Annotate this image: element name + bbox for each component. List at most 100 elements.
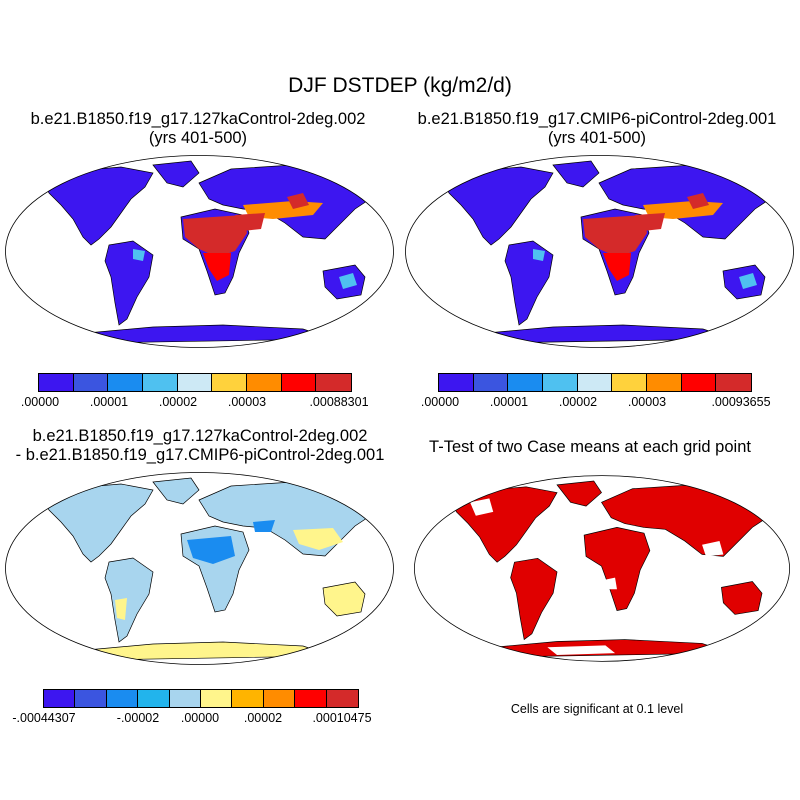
colorbar-case1-label-0: .00000 (20, 395, 60, 409)
map1-greenland (152, 160, 200, 188)
colorbar-case2-swatch-2 (508, 374, 543, 391)
panel-case2-title: b.e21.B1850.f19_g17.CMIP6-piControl-2deg… (418, 110, 777, 148)
main-title: DJF DSTDEP (kg/m2/d) (288, 74, 512, 97)
colorbar-difference-swatch-4 (169, 690, 201, 707)
colorbar-case1-swatch-2 (108, 374, 143, 391)
colorbar-case1-swatch-0 (39, 374, 74, 391)
map2-overlay-0 (583, 215, 647, 257)
colorbar-case1-label-2: .00002 (158, 395, 198, 409)
colorbar-case1-label-1: .00001 (89, 395, 129, 409)
map4-namerica (450, 486, 558, 563)
colorbar-case1-swatch-4 (177, 374, 213, 391)
map-difference (5, 472, 394, 665)
colorbar-difference-swatch-5 (200, 690, 233, 707)
map3-australia (322, 581, 366, 617)
colorbar-case2-label-3: .00003 (627, 395, 667, 409)
colorbar-case1 (38, 373, 352, 392)
colorbar-difference-swatch-7 (263, 690, 296, 707)
panel-case1-title-line1: b.e21.B1850.f19_g17.127kaControl-2deg.00… (30, 110, 366, 128)
colorbar-difference-swatch-0 (44, 690, 76, 707)
map1-overlay-5 (133, 249, 145, 261)
map2-overlay-1 (603, 253, 631, 281)
map4-outline (414, 475, 790, 662)
colorbar-case2-swatch-4 (577, 374, 613, 391)
map2-overlay-6 (739, 273, 757, 289)
map4-greenland (556, 480, 602, 507)
colorbar-case1-swatch-1 (73, 374, 109, 391)
map1-overlay-4 (287, 193, 309, 209)
colorbar-difference-swatch-2 (106, 690, 139, 707)
panel-case1-title-line2: (yrs 401-500) (148, 129, 248, 147)
map4-australia (721, 581, 763, 615)
map4-africa (583, 527, 651, 611)
colorbar-case1-swatch-3 (142, 374, 178, 391)
colorbar-difference (43, 689, 359, 708)
colorbar-difference-label-4: .00010475 (312, 711, 372, 725)
significance-note: Cells are significant at 0.1 level (510, 702, 684, 716)
panel-case2-title-line1: b.e21.B1850.f19_g17.CMIP6-piControl-2deg… (417, 110, 777, 128)
colorbar-case1-label-3: .00003 (227, 395, 267, 409)
map4-overlay-1 (702, 540, 724, 557)
map3-overlay-0 (187, 536, 235, 564)
colorbar-case2-swatch-8 (716, 374, 751, 391)
colorbar-case2-swatch-0 (439, 374, 474, 391)
panel-ttest-title: T-Test of two Case means at each grid po… (429, 438, 751, 456)
colorbar-case2-swatch-5 (612, 374, 647, 391)
colorbar-difference-swatch-8 (295, 690, 327, 707)
colorbar-difference-label-1: -.00002 (116, 711, 160, 725)
panel-case1-title: b.e21.B1850.f19_g17.127kaControl-2deg.00… (31, 110, 366, 148)
colorbar-difference-swatch-3 (138, 690, 170, 707)
colorbar-difference-label-2: .00000 (180, 711, 220, 725)
colorbar-case2-swatch-1 (473, 374, 509, 391)
panel-difference-title-line1: b.e21.B1850.f19_g17.127kaControl-2deg.00… (32, 427, 368, 445)
colorbar-difference-label-0: -.00044307 (12, 711, 76, 725)
map2-outline (405, 155, 794, 348)
map-case1 (5, 155, 394, 348)
map1-namerica (42, 166, 154, 246)
map3-overlay-1 (253, 520, 275, 532)
map1-overlay-6 (339, 273, 357, 289)
map3-overlay-3 (115, 598, 127, 620)
colorbar-case1-swatch-7 (281, 374, 317, 391)
colorbar-difference-swatch-1 (75, 690, 107, 707)
map2-overlay-4 (687, 193, 709, 209)
panel-difference-title-line2: - b.e21.B1850.f19_g17.CMIP6-piControl-2d… (15, 446, 385, 464)
colorbar-case2-label-1: .00001 (489, 395, 529, 409)
colorbar-case1-swatch-6 (246, 374, 282, 391)
map1-land (42, 160, 388, 344)
colorbar-difference-swatch-9 (326, 690, 358, 707)
map1-overlay-1 (203, 253, 231, 281)
map2-greenland (552, 160, 600, 188)
colorbar-case2-label-4: .00093655 (711, 395, 771, 409)
colorbar-case2-swatch-7 (681, 374, 717, 391)
map2-overlay-5 (533, 249, 545, 261)
colorbar-case2-label-2: .00002 (558, 395, 598, 409)
map3-greenland (152, 477, 200, 505)
colorbar-case2-label-0: .00000 (420, 395, 460, 409)
map1-samerica (104, 240, 154, 326)
map2-samerica (504, 240, 554, 326)
colorbar-case1-label-4: .00088301 (309, 395, 369, 409)
map3-land (42, 477, 388, 661)
colorbar-case2-swatch-3 (542, 374, 578, 391)
map2-namerica (442, 166, 554, 246)
map3-namerica (42, 483, 154, 563)
map2-land (442, 160, 788, 344)
map-case2 (405, 155, 794, 348)
map3-outline (5, 472, 394, 665)
colorbar-case1-swatch-8 (316, 374, 351, 391)
colorbar-case1-swatch-5 (212, 374, 247, 391)
colorbar-case2 (438, 373, 752, 392)
map4-overlay-3 (547, 645, 616, 656)
colorbar-difference-swatch-6 (232, 690, 264, 707)
map4-overlay-2 (605, 577, 617, 590)
map3-samerica (104, 557, 154, 643)
map4-land (450, 480, 784, 658)
map2-overlay-3 (635, 213, 665, 231)
map1-outline (5, 155, 394, 348)
panel-case2-title-line2: (yrs 401-500) (547, 129, 647, 147)
colorbar-case2-swatch-6 (646, 374, 682, 391)
map1-overlay-0 (183, 215, 247, 257)
panel-difference-title: b.e21.B1850.f19_g17.127kaControl-2deg.00… (16, 427, 385, 465)
map-ttest (414, 475, 790, 662)
